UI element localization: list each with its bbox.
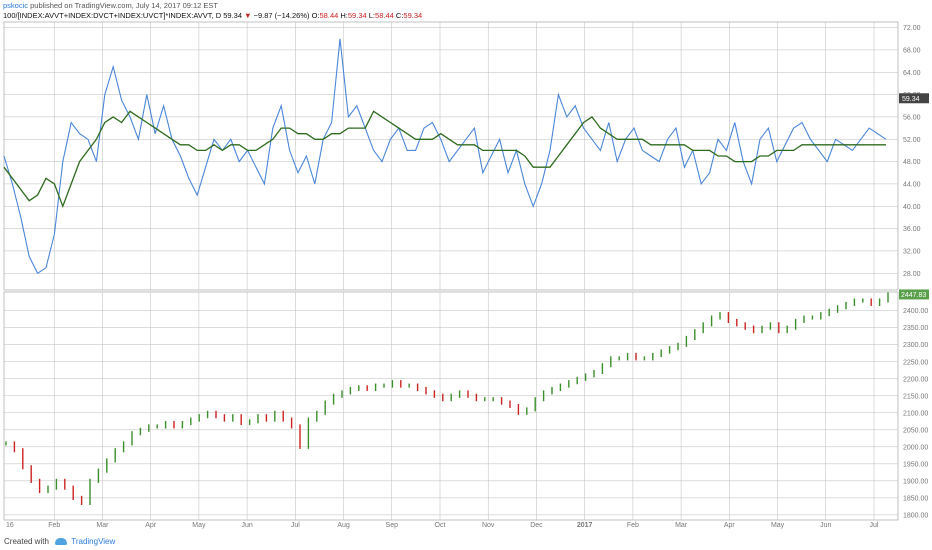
x-tick-label: 2017	[577, 522, 593, 529]
x-tick-label: 16	[6, 522, 14, 529]
top-y-tick-label: 68.00	[903, 47, 921, 54]
blue-series-line	[3, 38, 887, 275]
footer: Created with TradingView	[0, 534, 932, 550]
chart-canvas[interactable]: 72.0068.0064.0060.0056.0052.0048.0044.00…	[0, 0, 932, 534]
top-y-tick-label: 64.00	[903, 70, 921, 77]
bottom-y-tick-label: 1950.00	[903, 461, 928, 468]
bottom-y-tick-label: 2050.00	[903, 427, 928, 434]
symbol-name: 100/[INDEX:AVVT+INDEX:DVCT+INDEX:UVCT]*I…	[3, 11, 222, 20]
x-tick-label: Nov	[482, 522, 495, 529]
publish-info: pskocic published on TradingView.com, Ju…	[3, 1, 218, 10]
bottom-y-tick-label: 2100.00	[903, 410, 928, 417]
bottom-last-value-label: 2447.83	[901, 292, 926, 299]
x-tick-label: Jun	[241, 522, 252, 529]
bottom-y-tick-label: 2150.00	[903, 393, 928, 400]
top-y-tick-label: 44.00	[903, 181, 921, 188]
top-last-value-tag	[899, 93, 929, 104]
x-tick-label: Feb	[627, 522, 639, 529]
low-value: 58.44	[375, 11, 394, 20]
x-tick-label: Feb	[48, 522, 60, 529]
top-y-tick-label: 40.00	[903, 204, 921, 211]
top-y-tick-label: 72.00	[903, 25, 921, 32]
bottom-y-tick-label: 2400.00	[903, 308, 928, 315]
x-tick-label: Aug	[337, 522, 350, 529]
top-y-tick-label: 32.00	[903, 248, 921, 255]
high-value: 59.34	[347, 11, 367, 20]
bottom-y-tick-label: 2300.00	[903, 342, 928, 349]
open-value: 58.44	[319, 11, 339, 20]
author-link[interactable]: pskocic	[3, 1, 29, 10]
x-tick-label: Jun	[820, 522, 831, 529]
bottom-y-tick-label: 2000.00	[903, 444, 928, 451]
x-tick-label: Sep	[386, 522, 399, 529]
close-label: C:	[395, 11, 404, 20]
bottom-y-tick-label: 1800.00	[903, 512, 928, 519]
top-last-value-label: 59.34	[902, 96, 920, 103]
x-tick-label: Mar	[675, 522, 688, 529]
x-tick-label: Apr	[145, 522, 157, 529]
x-tick-label: May	[771, 522, 785, 529]
green-series-line	[3, 110, 886, 209]
last-price: 59.34	[223, 11, 242, 20]
bottom-y-tick-label: 1900.00	[903, 478, 928, 485]
top-y-tick-label: 48.00	[903, 159, 921, 166]
top-y-tick-label: 52.00	[903, 137, 921, 144]
bottom-y-tick-label: 1850.00	[903, 495, 928, 502]
x-tick-label: Dec	[530, 522, 543, 529]
x-tick-label: Jul	[291, 522, 300, 529]
bottom-last-value-tag	[899, 289, 929, 300]
top-y-tick-label: 56.00	[903, 114, 921, 121]
x-tick-label: Jul	[870, 522, 879, 529]
symbol-info: 100/[INDEX:AVVT+INDEX:DVCT+INDEX:UVCT]*I…	[3, 11, 422, 20]
published-text: published on TradingView.com, July 14, 2…	[30, 1, 219, 10]
bottom-y-tick-label: 2200.00	[903, 376, 928, 383]
chart-header: pskocic published on TradingView.com, Ju…	[0, 0, 932, 22]
change-arrow-icon: ▼	[244, 11, 252, 20]
low-label: L:	[368, 11, 376, 20]
tradingview-brand-link[interactable]: TradingView	[71, 537, 116, 546]
created-with-text: Created with	[4, 537, 49, 546]
x-tick-label: May	[192, 522, 206, 529]
high-label: H:	[340, 11, 348, 20]
bottom-pane-frame	[3, 291, 899, 521]
x-tick-label: Oct	[435, 522, 446, 529]
bottom-y-tick-label: 2350.00	[903, 325, 928, 332]
price-change: −9.87 (−14.26%)	[253, 11, 310, 20]
tradingview-logo-icon	[55, 538, 68, 546]
top-pane-frame	[3, 21, 899, 291]
open-label: O:	[311, 11, 320, 20]
x-tick-label: Apr	[724, 522, 736, 529]
close-value: 59.34	[403, 11, 423, 20]
top-y-tick-label: 28.00	[903, 271, 921, 278]
bottom-y-tick-label: 2250.00	[903, 359, 928, 366]
top-y-tick-label: 36.00	[903, 226, 921, 233]
x-tick-label: Mar	[96, 522, 109, 529]
